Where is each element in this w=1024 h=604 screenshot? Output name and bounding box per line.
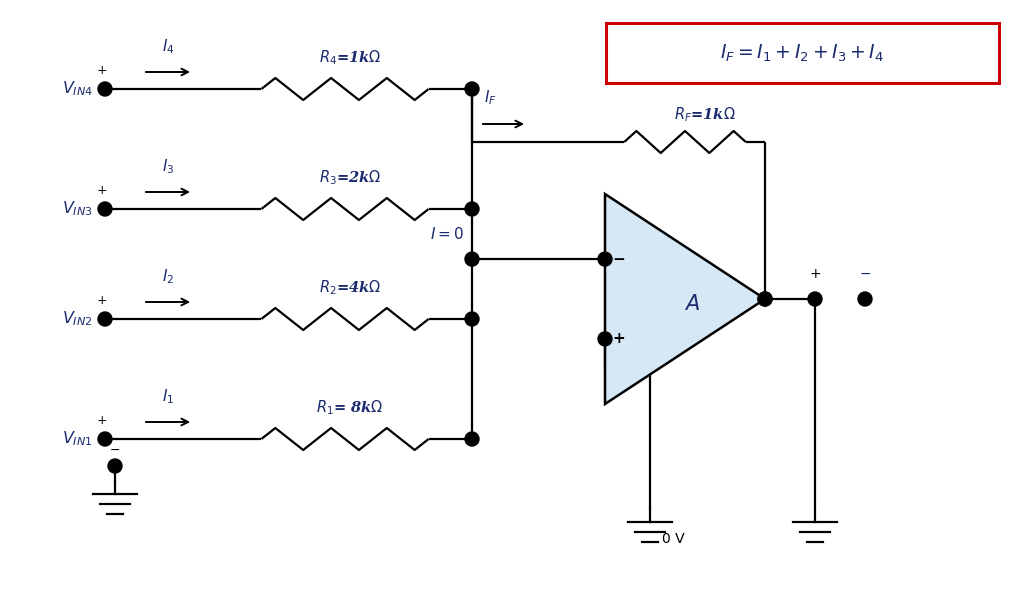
Text: +: + [97, 295, 108, 307]
Circle shape [465, 312, 479, 326]
Circle shape [598, 332, 612, 346]
Circle shape [465, 252, 479, 266]
Text: $R_2$=4k$\Omega$: $R_2$=4k$\Omega$ [318, 278, 381, 297]
Text: $I = 0$: $I = 0$ [430, 226, 464, 242]
Text: $R_1$= 8k$\Omega$: $R_1$= 8k$\Omega$ [316, 398, 384, 417]
Circle shape [598, 252, 612, 266]
Circle shape [108, 459, 122, 473]
Text: −: − [612, 252, 626, 266]
Circle shape [465, 82, 479, 96]
Circle shape [758, 292, 772, 306]
Text: 0 V: 0 V [662, 532, 685, 546]
Text: $R_F$=1k$\Omega$: $R_F$=1k$\Omega$ [674, 105, 736, 124]
Text: +: + [97, 184, 108, 198]
Text: +: + [612, 332, 626, 347]
Text: −: − [110, 444, 120, 457]
FancyBboxPatch shape [606, 23, 999, 83]
Circle shape [98, 82, 112, 96]
Circle shape [808, 292, 822, 306]
Text: $I_2$: $I_2$ [162, 268, 174, 286]
Text: $R_3$=2k$\Omega$: $R_3$=2k$\Omega$ [318, 169, 381, 187]
Circle shape [858, 292, 872, 306]
Circle shape [98, 202, 112, 216]
Text: $V_{IN2}$: $V_{IN2}$ [62, 310, 93, 329]
Circle shape [758, 292, 772, 306]
Circle shape [98, 432, 112, 446]
Circle shape [465, 202, 479, 216]
Text: $R_4$=1k$\Omega$: $R_4$=1k$\Omega$ [318, 48, 381, 67]
Text: −: − [859, 267, 870, 281]
Text: $V_{IN3}$: $V_{IN3}$ [62, 200, 93, 219]
Polygon shape [605, 194, 765, 404]
Text: $I_3$: $I_3$ [162, 157, 174, 176]
Text: $V_{IN4}$: $V_{IN4}$ [61, 80, 93, 98]
Text: $A$: $A$ [684, 294, 700, 314]
Text: $I_4$: $I_4$ [162, 37, 174, 56]
Text: $I_F$: $I_F$ [484, 88, 497, 107]
Circle shape [465, 432, 479, 446]
Text: +: + [97, 414, 108, 428]
Text: $I_F = I_1 + I_2 + I_3 + I_4$: $I_F = I_1 + I_2 + I_3 + I_4$ [721, 42, 885, 63]
Circle shape [98, 312, 112, 326]
Text: $I_1$: $I_1$ [162, 387, 174, 406]
Text: $V_{IN1}$: $V_{IN1}$ [62, 429, 93, 448]
Text: +: + [97, 65, 108, 77]
Text: +: + [809, 267, 821, 281]
